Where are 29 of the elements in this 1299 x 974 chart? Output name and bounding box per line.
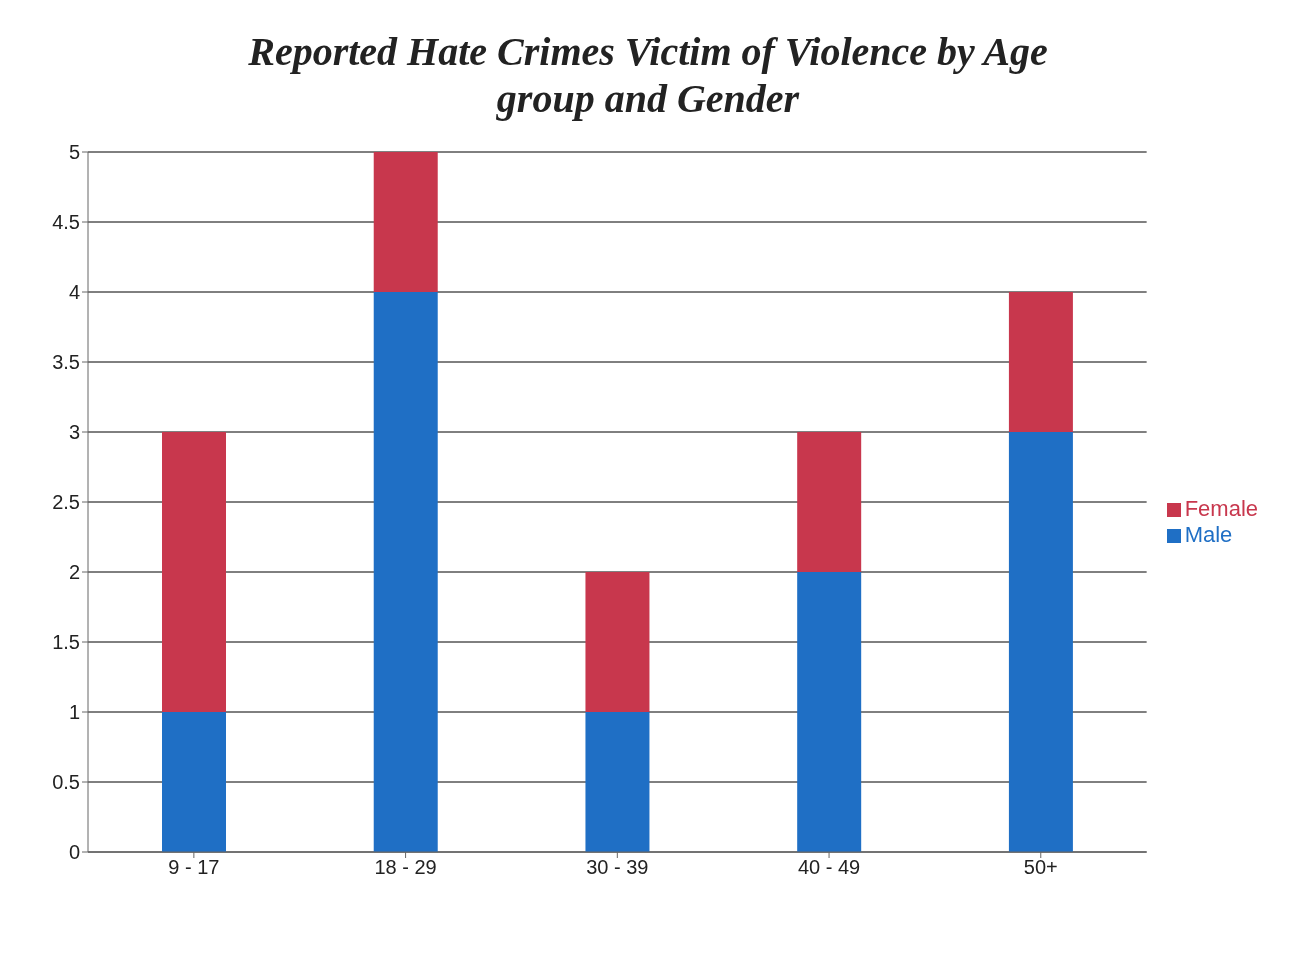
x-tick-label: 30 - 39 [586, 856, 649, 879]
legend-label: Female [1184, 496, 1258, 521]
y-tick-label: 2.5 [52, 491, 80, 514]
y-tick-label: 3 [68, 421, 80, 444]
legend-label: Male [1184, 522, 1233, 547]
x-tick-label: 9 - 17 [168, 856, 220, 879]
y-tick-label: 4 [68, 281, 80, 304]
y-tick-label: 2 [68, 561, 80, 584]
y-tick-label: 0.5 [52, 771, 80, 794]
bar [1008, 432, 1073, 852]
bar [797, 572, 862, 852]
bar [162, 432, 226, 712]
bar [797, 432, 862, 572]
bar [162, 712, 226, 852]
bar [373, 152, 438, 292]
bar [585, 572, 650, 712]
y-tick-label: 0 [68, 841, 80, 864]
y-tick-label: 4.5 [52, 211, 80, 234]
bar [373, 292, 438, 852]
bar [585, 712, 650, 852]
bar [1008, 292, 1073, 432]
chart-title: Reported Hate Crimes Victim of Violence by Age group and Gender [247, 28, 1049, 122]
y-tick-label: 1 [68, 701, 80, 724]
x-tick-label: 50+ [1023, 856, 1058, 879]
y-tick-label: 5 [68, 141, 80, 164]
x-tick-label: 40 - 49 [797, 856, 861, 879]
x-tick-label: 18 - 29 [374, 856, 437, 879]
y-tick-label: 1.5 [52, 631, 80, 654]
y-tick-label: 3.5 [52, 351, 80, 374]
